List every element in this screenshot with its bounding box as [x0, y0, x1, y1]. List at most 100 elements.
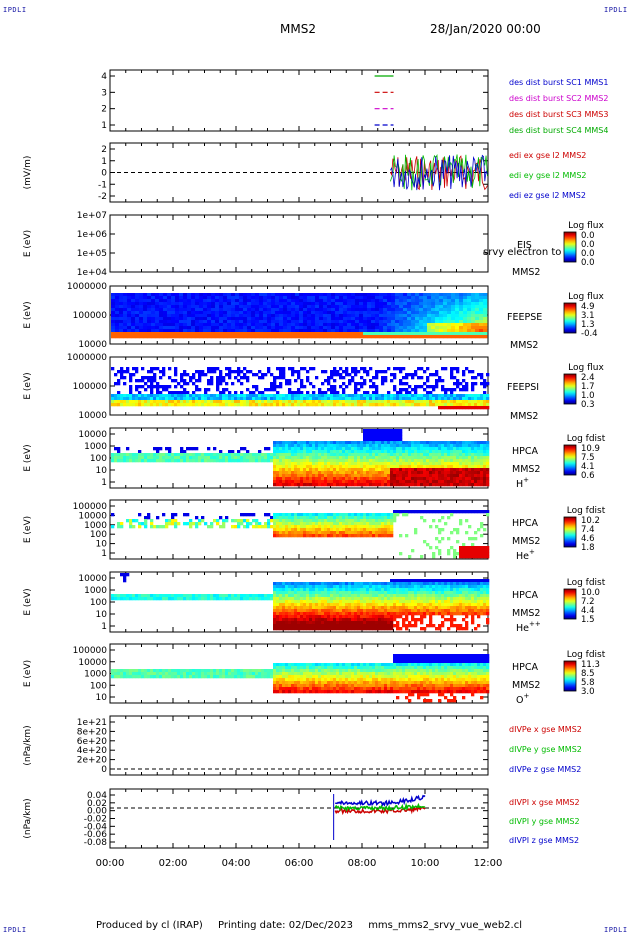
spectrogram-cell — [348, 456, 352, 460]
spectrogram-cell — [336, 462, 340, 466]
spectrogram-cell — [315, 513, 319, 517]
spectrogram-cell — [180, 394, 184, 398]
spectrogram-cell — [159, 459, 163, 463]
spectrogram-cell — [447, 296, 452, 300]
y-tick-label: 1e+04 — [77, 268, 108, 278]
spectrogram-cell — [312, 391, 316, 395]
spectrogram-cell — [297, 447, 301, 451]
spectrogram-cell — [402, 513, 406, 517]
spectrogram-cell — [339, 516, 343, 520]
spectrogram-cell — [171, 296, 176, 300]
spectrogram-cell — [339, 335, 344, 339]
spectrogram-cell — [117, 394, 121, 398]
spectrogram-cell — [273, 397, 277, 401]
spectrogram-cell — [369, 459, 373, 463]
spectrogram-cell — [408, 373, 412, 377]
spectrogram-cell — [111, 397, 115, 401]
spectrogram-cell — [156, 403, 160, 407]
spectrogram-cell — [191, 329, 196, 333]
spectrogram-cell — [179, 311, 184, 315]
spectrogram-cell — [483, 317, 488, 321]
spectrogram-cell — [180, 400, 184, 404]
spectrogram-cell — [471, 510, 475, 514]
spectrogram-cell — [465, 388, 469, 392]
spectrogram-cell — [291, 299, 296, 303]
spectrogram-cell — [127, 311, 132, 315]
spectrogram-cell — [342, 453, 346, 457]
spectrogram-cell — [237, 400, 241, 404]
spectrogram-cell — [360, 447, 364, 451]
spectrogram-cell — [342, 388, 346, 392]
spectrogram-cell — [223, 311, 228, 315]
spectrogram-cell — [339, 299, 344, 303]
spectrogram-cell — [319, 317, 324, 321]
spectrogram-cell — [354, 441, 358, 445]
spectrogram-cell — [294, 456, 298, 460]
spectrogram-cell — [180, 379, 184, 383]
spectrogram-cell — [378, 534, 382, 538]
spectrogram-cell — [427, 305, 432, 309]
spectrogram-cell — [312, 397, 316, 401]
spectrogram-cell — [486, 552, 490, 556]
spectrogram-cell — [131, 332, 136, 336]
spectrogram-cell — [295, 332, 300, 336]
spectrogram-cell — [363, 329, 368, 333]
spectrogram-cell — [438, 441, 442, 445]
spectrogram-cell — [414, 471, 418, 475]
spectrogram-cell — [423, 332, 428, 336]
spectrogram-cell — [367, 320, 372, 324]
spectrogram-cell — [235, 335, 240, 339]
spectrogram-cell — [441, 397, 445, 401]
spectrogram-cell — [150, 453, 154, 457]
spectrogram-cell — [191, 323, 196, 327]
spectrogram-cell — [271, 335, 276, 339]
spectrogram-cell — [375, 320, 380, 324]
spectrogram-cell — [383, 329, 388, 333]
spectrogram-cell — [387, 522, 391, 526]
spectrogram-cell — [297, 474, 301, 478]
spectrogram-cell — [336, 450, 340, 454]
spectrogram-cell — [297, 483, 301, 487]
spectrogram-cell — [348, 528, 352, 532]
spectrogram-cell — [411, 450, 415, 454]
spectrogram-cell — [271, 308, 276, 312]
spectrogram-cell — [321, 391, 325, 395]
spectrogram-cell — [273, 444, 277, 448]
spectrogram-cell — [261, 397, 265, 401]
spectrogram-cell — [342, 534, 346, 538]
y-tick-label: 3 — [101, 88, 107, 98]
spectrogram-cell — [225, 397, 229, 401]
spectrogram-cell — [367, 308, 372, 312]
spectrogram-cell — [423, 382, 427, 386]
spectrogram-cell — [319, 302, 324, 306]
spectrogram-cell — [381, 382, 385, 386]
spectrogram-cell — [147, 332, 152, 336]
spectrogram-cell — [348, 516, 352, 520]
spectrogram-cell — [240, 519, 244, 523]
spectrogram-cell — [123, 370, 127, 374]
spectrogram-cell — [396, 471, 400, 475]
spectrogram-cell — [426, 400, 430, 404]
spectrogram-cell — [150, 397, 154, 401]
spectrogram-cell — [465, 555, 469, 559]
spectrogram-cell — [354, 453, 358, 457]
spectrogram-cell — [225, 400, 229, 404]
spectrogram-cell — [330, 522, 334, 526]
spectrogram-cell — [114, 453, 118, 457]
spectrogram-cell — [243, 293, 248, 297]
spectrogram-cell — [150, 456, 154, 460]
spectrogram-cell — [462, 406, 466, 410]
spectrogram-cell — [251, 317, 256, 321]
spectrogram-cell — [263, 299, 268, 303]
spectrogram-cell — [163, 335, 168, 339]
spectrogram-cell — [183, 311, 188, 315]
spectrogram-cell — [450, 406, 454, 410]
spectrogram-cell — [271, 314, 276, 318]
spectrogram-cell — [483, 400, 487, 404]
spectrogram-cell — [381, 403, 385, 407]
spectrogram-cell — [138, 522, 142, 526]
spectrogram-cell — [247, 317, 252, 321]
spectrogram-cell — [363, 534, 367, 538]
spectrogram-cell — [369, 468, 373, 472]
spectrogram-cell — [414, 388, 418, 392]
